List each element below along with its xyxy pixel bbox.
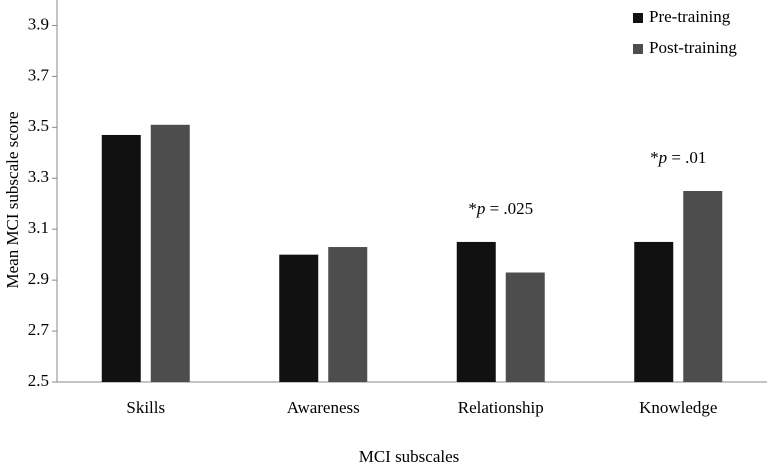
y-tick-label: 3.1 (28, 218, 49, 237)
annotation-prefix: * (650, 148, 659, 167)
legend-swatch (633, 13, 643, 23)
x-axis-title: MCI subscales (359, 447, 460, 466)
annotation-italic: p (658, 148, 668, 167)
bar (279, 254, 319, 382)
x-tick-label: Relationship (458, 398, 544, 417)
bar (328, 247, 368, 382)
y-tick-label: 3.5 (28, 116, 49, 135)
bar (505, 272, 545, 382)
y-axis-title: Mean MCI subscale score (3, 111, 22, 288)
bar (150, 124, 190, 382)
bar (456, 241, 496, 382)
annotation-text: = .01 (667, 148, 706, 167)
x-tick-label: Skills (126, 398, 165, 417)
annotation-prefix: * (468, 199, 477, 218)
annotation: *p = .01 (650, 148, 706, 167)
annotation-italic: p (476, 199, 486, 218)
annotation: *p = .025 (468, 199, 533, 218)
y-tick-label: 2.7 (28, 320, 50, 339)
bar (683, 191, 723, 382)
annotation-text: = .025 (485, 199, 533, 218)
bar (634, 241, 674, 382)
legend-label: Post-training (649, 38, 737, 57)
x-tick-label: Awareness (287, 398, 360, 417)
legend-swatch (633, 44, 643, 54)
bar (101, 134, 141, 382)
y-tick-label: 2.5 (28, 371, 49, 390)
legend-label: Pre-training (649, 7, 731, 26)
y-tick-label: 3.3 (28, 167, 49, 186)
y-tick-label: 3.9 (28, 14, 49, 33)
x-tick-label: Knowledge (639, 398, 717, 417)
y-tick-label: 2.9 (28, 269, 49, 288)
y-tick-label: 3.7 (28, 65, 50, 84)
